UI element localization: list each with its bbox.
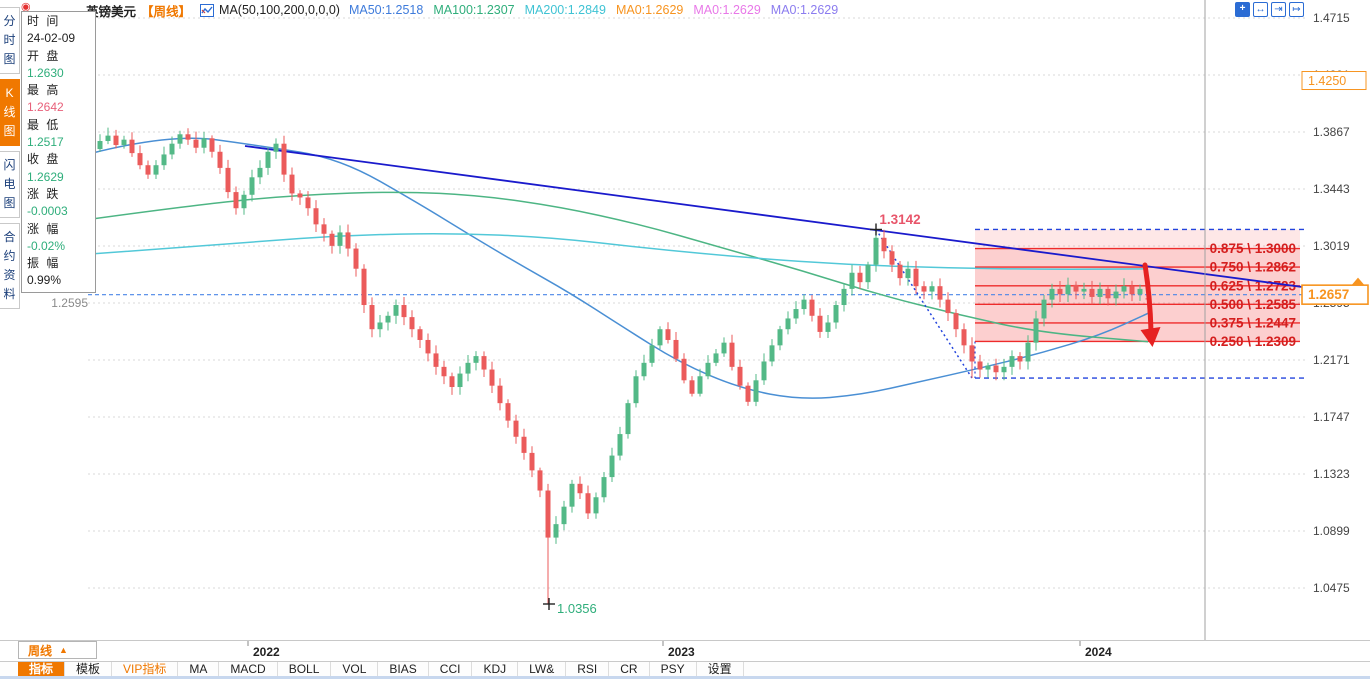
- projection-arrow-head: [1140, 327, 1161, 347]
- x-axis-year-label: 2023: [668, 645, 695, 659]
- info-value-low: 1.2517: [27, 135, 64, 150]
- toolbar-tab-cci[interactable]: CCI: [429, 662, 473, 676]
- ma-value-4: MA0:1.2629: [693, 3, 761, 17]
- y-axis-label: 1.1323: [1313, 467, 1350, 481]
- y-axis-label: 1.0475: [1313, 581, 1350, 595]
- info-value-high: 1.2642: [27, 100, 64, 115]
- toolbar-tab-indicator[interactable]: 指标: [18, 662, 66, 676]
- period-label: 周线: [28, 643, 53, 658]
- timeframe-badge: 【周线】: [141, 4, 192, 19]
- ohlc-info-panel: 时 间 24-02-09 开 盘 1.2630 最 高 1.2642 最 低 1.2517 收 …: [21, 11, 96, 293]
- fib-level-label: 0.875 \ 1.3000: [1210, 241, 1296, 256]
- y-axis-label: 1.3867: [1313, 125, 1350, 139]
- info-label-high: 最 高: [27, 83, 61, 98]
- peak-price-label: 1.3142: [879, 212, 920, 227]
- info-value-change: -0.0003: [27, 204, 68, 219]
- info-label-close: 收 盘: [27, 152, 61, 167]
- info-label-change-pct: 涨 幅: [27, 221, 61, 236]
- chart-window-controls: + ↔ ⇥ ↦: [1235, 2, 1304, 17]
- toolbar-tab-settings[interactable]: 设置: [697, 662, 744, 676]
- toolbar-tab-vol[interactable]: VOL: [331, 662, 379, 676]
- fib-level-label: 0.250 \ 1.2309: [1210, 334, 1296, 349]
- ma-settings-label[interactable]: MA(50,100,200,0,0,0): [219, 3, 340, 17]
- ma-line-ma100: [91, 191, 1149, 343]
- ma-value-5: MA0:1.2629: [770, 3, 839, 17]
- info-label-change: 涨 跌: [27, 186, 61, 201]
- svg-text:1.4250: 1.4250: [1308, 74, 1346, 88]
- toolbar-tab-template[interactable]: 模板: [65, 662, 113, 676]
- fib-level-label: 0.375 \ 1.2447: [1210, 315, 1296, 330]
- y-axis-label: 1.4715: [1313, 11, 1350, 25]
- y-axis-label: 1.0899: [1313, 524, 1350, 538]
- y-axis-label: 1.1747: [1313, 410, 1350, 424]
- candles: [89, 127, 1151, 604]
- crosshair-target-icon: ◉: [21, 1, 31, 13]
- ma-value-3: MA0:1.2629: [615, 3, 684, 17]
- ma-value-1: MA100:1.2307: [433, 3, 515, 17]
- toolbar-tab-psy[interactable]: PSY: [650, 662, 697, 676]
- fib-level-label: 0.500 \ 1.2585: [1210, 297, 1297, 312]
- indicator-chart-icon: [200, 3, 215, 17]
- compress-axis-icon[interactable]: ⇥: [1271, 2, 1286, 17]
- symbol-title: 英镑美元: [86, 4, 137, 19]
- x-axis-year-label: 2022: [253, 645, 280, 659]
- toolbar-tab-cr[interactable]: CR: [609, 662, 650, 676]
- projection-arrow: [1142, 262, 1154, 334]
- toolbar-tab-kdj[interactable]: KDJ: [472, 662, 519, 676]
- y-axis-label: 1.3019: [1313, 239, 1350, 253]
- ma-line-ma200: [91, 233, 1149, 270]
- info-value-close: 1.2629: [27, 169, 64, 184]
- ma-value-0: MA50:1.2518: [348, 3, 424, 17]
- toolbar-tab-ma[interactable]: MA: [178, 662, 220, 676]
- toolbar-tab-vip[interactable]: VIP指标: [112, 662, 179, 676]
- ma-value-2: MA200:1.2849: [524, 3, 606, 17]
- info-label-low: 最 低: [27, 117, 61, 132]
- info-value-change-pct: -0.02%: [27, 238, 66, 253]
- bottom-edge-strip: [0, 676, 1370, 679]
- descending-trendline: [244, 145, 1356, 295]
- info-label-amplitude: 振 幅: [27, 256, 61, 271]
- info-label-open: 开 盘: [27, 48, 61, 63]
- ma-legend: MA50:1.2518 MA100:1.2307 MA200:1.2849 MA0:1…: [349, 3, 838, 17]
- info-value-open: 1.2630: [27, 65, 64, 80]
- pan-right-icon[interactable]: ↦: [1289, 2, 1304, 17]
- y-axis-label: 1.3443: [1313, 182, 1350, 196]
- toolbar-tab-lw[interactable]: LW&: [518, 662, 567, 676]
- period-selector-button[interactable]: 周线 ▲: [18, 641, 97, 659]
- svg-text:1.2657: 1.2657: [1308, 287, 1349, 302]
- chart-header: 英镑美元 【周线】 MA(50,100,200,0,0,0) MA50:1.25…: [86, 0, 838, 20]
- toolbar-tab-rsi[interactable]: RSI: [566, 662, 610, 676]
- info-value-amplitude: 0.99%: [27, 273, 62, 288]
- fit-width-icon[interactable]: ↔: [1253, 2, 1268, 17]
- trough-cross-marker: [543, 597, 555, 610]
- move-tool-icon[interactable]: +: [1235, 2, 1250, 17]
- current-price-marker: 1.2657: [1301, 277, 1369, 305]
- left-axis-partial-label: 1.2595: [51, 296, 88, 310]
- sidebar-tab-contract-info[interactable]: 合约资料: [0, 223, 20, 309]
- sidebar-tab-flash-chart[interactable]: 闪电图: [0, 151, 20, 218]
- indicator-toolbar: 指标 模板 VIP指标 MA MACD BOLL VOL BIAS CCI KDJ LW& RSI CR…: [0, 661, 1370, 676]
- toolbar-tab-boll[interactable]: BOLL: [278, 662, 332, 676]
- fib-level-label: 0.625 \ 1.2723: [1210, 278, 1297, 293]
- fib-retracement: 0.875 \ 1.3000 0.750 \ 1.2862 0.625 \ 1.27…: [974, 228, 1307, 379]
- fib-level-label: 0.750 \ 1.2862: [1210, 260, 1296, 275]
- info-label-time: 时 间: [27, 14, 61, 28]
- trough-price-label: 1.0356: [557, 601, 597, 616]
- toolbar-tab-macd[interactable]: MACD: [219, 662, 278, 676]
- info-value-time: 24-02-09: [27, 31, 76, 46]
- peak-cross-marker: [870, 223, 882, 236]
- alert-price-label: 1.4250: [1301, 71, 1367, 91]
- toolbar-tab-bias[interactable]: BIAS: [378, 662, 429, 676]
- triangle-up-icon: ▲: [59, 645, 68, 655]
- candlestick-chart[interactable]: 1.47151.42911.38671.34431.30191.25951.21…: [0, 0, 1370, 662]
- y-axis-label: 1.2171: [1313, 353, 1350, 367]
- x-axis-year-label: 2024: [1085, 645, 1112, 659]
- sidebar-tab-time-chart[interactable]: 分时图: [0, 7, 20, 74]
